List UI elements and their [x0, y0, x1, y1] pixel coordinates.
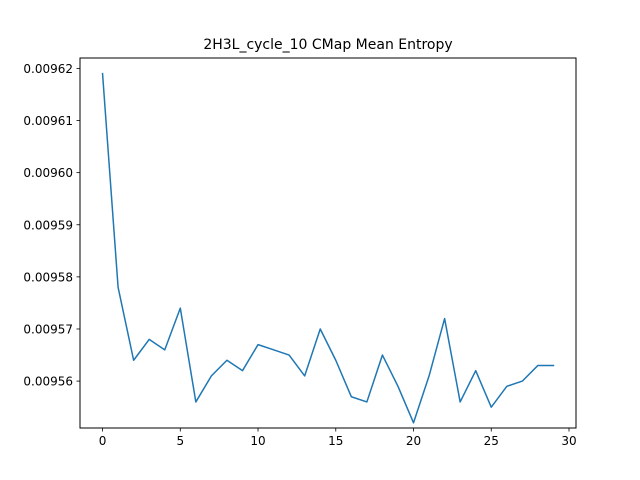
x-tick-label: 5 [176, 434, 184, 448]
series-line [103, 74, 554, 423]
y-tick-label: 0.00957 [23, 322, 73, 336]
y-tick-label: 0.00960 [23, 166, 73, 180]
chart-title: 2H3L_cycle_10 CMap Mean Entropy [203, 37, 452, 53]
y-tick-label: 0.00962 [23, 62, 73, 76]
x-tick-label: 10 [250, 434, 265, 448]
x-tick-label: 25 [484, 434, 499, 448]
y-tick-label: 0.00958 [23, 270, 73, 284]
x-tick-label: 15 [328, 434, 343, 448]
y-tick-label: 0.00959 [23, 218, 73, 232]
x-tick-label: 0 [99, 434, 107, 448]
plot-area-frame [80, 58, 576, 428]
y-axis: 0.00956 0.00957 0.00958 0.00959 0.00960 0.009… [23, 62, 80, 389]
y-tick-label: 0.00961 [23, 114, 73, 128]
x-axis: 0 5 10 15 20 25 30 [99, 428, 577, 448]
x-tick-label: 20 [406, 434, 421, 448]
y-tick-label: 0.00956 [23, 375, 73, 389]
x-tick-label: 30 [561, 434, 576, 448]
